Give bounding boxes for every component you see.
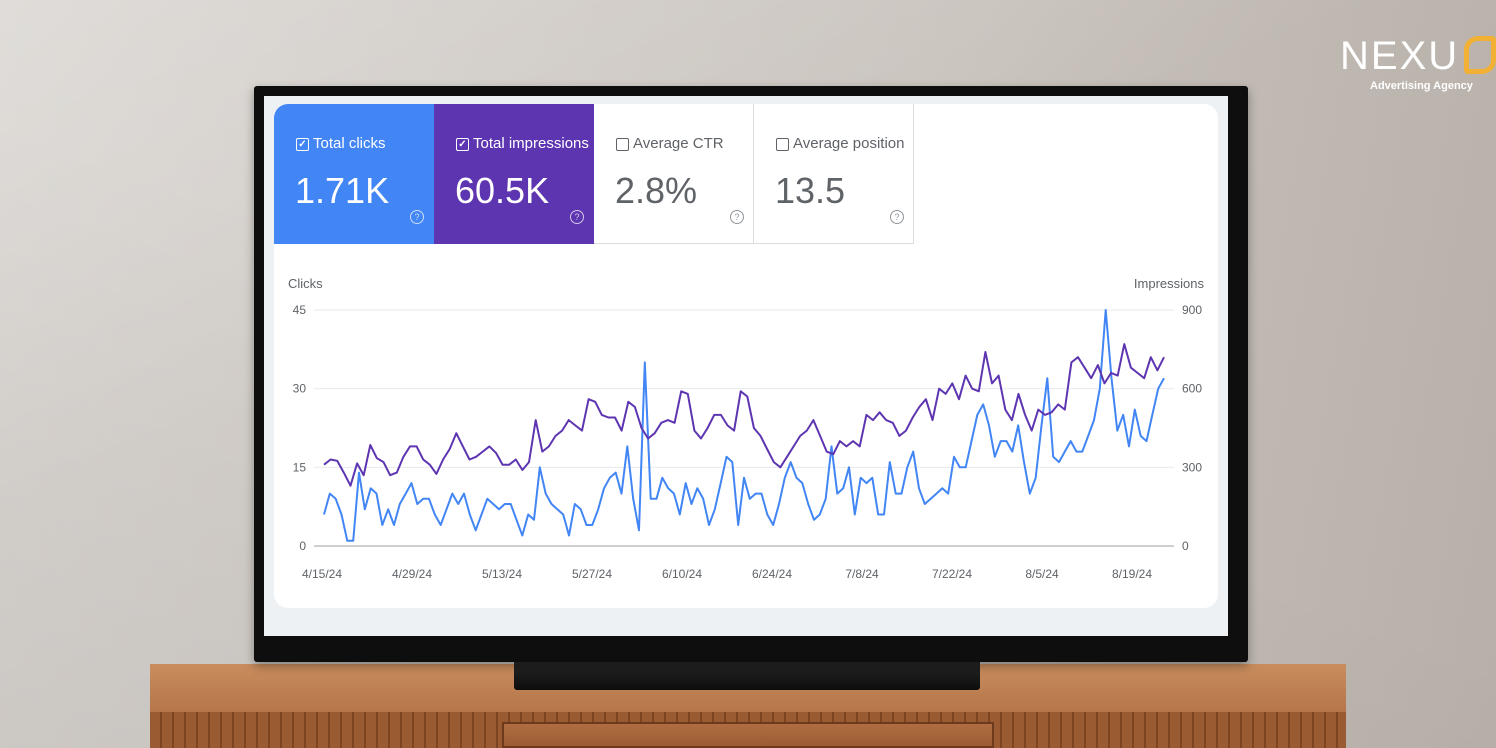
x-tick-label: 7/8/24	[845, 567, 879, 581]
total-clicks-card[interactable]: ✓ Total clicks 1.71K ?	[274, 104, 434, 244]
performance-chart: Clicks Impressions 0 0 15 300 30 600 45 900 4/15…	[288, 276, 1205, 581]
brand-name: NEXU	[1340, 34, 1460, 78]
help-icon[interactable]: ?	[410, 210, 424, 224]
y-tick-right: 300	[1182, 460, 1202, 474]
tv-screen: ✓ Total clicks 1.71K ? ✓ Total impressio…	[264, 96, 1228, 636]
performance-panel: ✓ Total clicks 1.71K ? ✓ Total impressio…	[274, 104, 1218, 608]
card-value: 60.5K	[455, 170, 550, 211]
series-line-clicks	[323, 309, 1165, 542]
help-icon[interactable]: ?	[890, 210, 904, 224]
y-tick-left: 15	[293, 460, 307, 474]
card-value: 1.71K	[295, 170, 390, 211]
checkbox-checked-icon[interactable]: ✓	[456, 138, 469, 151]
brand-tagline: Advertising Agency	[1370, 80, 1473, 92]
y-tick-left: 45	[293, 303, 307, 317]
y-tick-left: 0	[299, 539, 306, 553]
total-impressions-card[interactable]: ✓ Total impressions 60.5K ?	[434, 104, 594, 244]
x-tick-label: 8/19/24	[1112, 567, 1152, 581]
y-tick-right: 900	[1182, 303, 1202, 317]
x-tick-label: 7/22/24	[932, 567, 972, 581]
card-value: 13.5	[775, 170, 846, 211]
y-axis-left-title: Clicks	[288, 276, 323, 291]
series-line-impressions	[323, 343, 1165, 487]
x-tick-label: 4/29/24	[392, 567, 432, 581]
help-icon[interactable]: ?	[570, 210, 584, 224]
x-tick-label: 8/5/24	[1025, 567, 1059, 581]
x-tick-label: 5/13/24	[482, 567, 522, 581]
y-tick-right: 600	[1182, 382, 1202, 396]
x-tick-label: 4/15/24	[302, 567, 342, 581]
card-value: 2.8%	[615, 170, 698, 211]
brand-logo: NEXU Advertising Agency	[1336, 30, 1496, 100]
x-tick-label: 6/10/24	[662, 567, 702, 581]
y-tick-right: 0	[1182, 539, 1189, 553]
average-ctr-card[interactable]: Average CTR 2.8% ?	[594, 104, 754, 244]
x-tick-label: 5/27/24	[572, 567, 612, 581]
y-axis-right-title: Impressions	[1134, 276, 1205, 291]
checkbox-unchecked-icon[interactable]	[616, 138, 629, 151]
y-tick-left: 30	[293, 382, 307, 396]
x-tick-label: 6/24/24	[752, 567, 792, 581]
card-label: Total clicks	[313, 135, 386, 152]
cabinet-drawer	[502, 722, 994, 748]
tv-stand	[514, 658, 980, 690]
card-label: Average position	[793, 135, 905, 152]
card-label: Total impressions	[473, 135, 589, 152]
checkbox-unchecked-icon[interactable]	[776, 138, 789, 151]
checkbox-checked-icon[interactable]: ✓	[296, 138, 309, 151]
card-label: Average CTR	[633, 135, 724, 152]
average-position-card[interactable]: Average position 13.5 ?	[754, 104, 914, 244]
metric-cards: ✓ Total clicks 1.71K ? ✓ Total impressio…	[274, 104, 914, 244]
brand-mark-icon	[1464, 36, 1496, 74]
help-icon[interactable]: ?	[730, 210, 744, 224]
